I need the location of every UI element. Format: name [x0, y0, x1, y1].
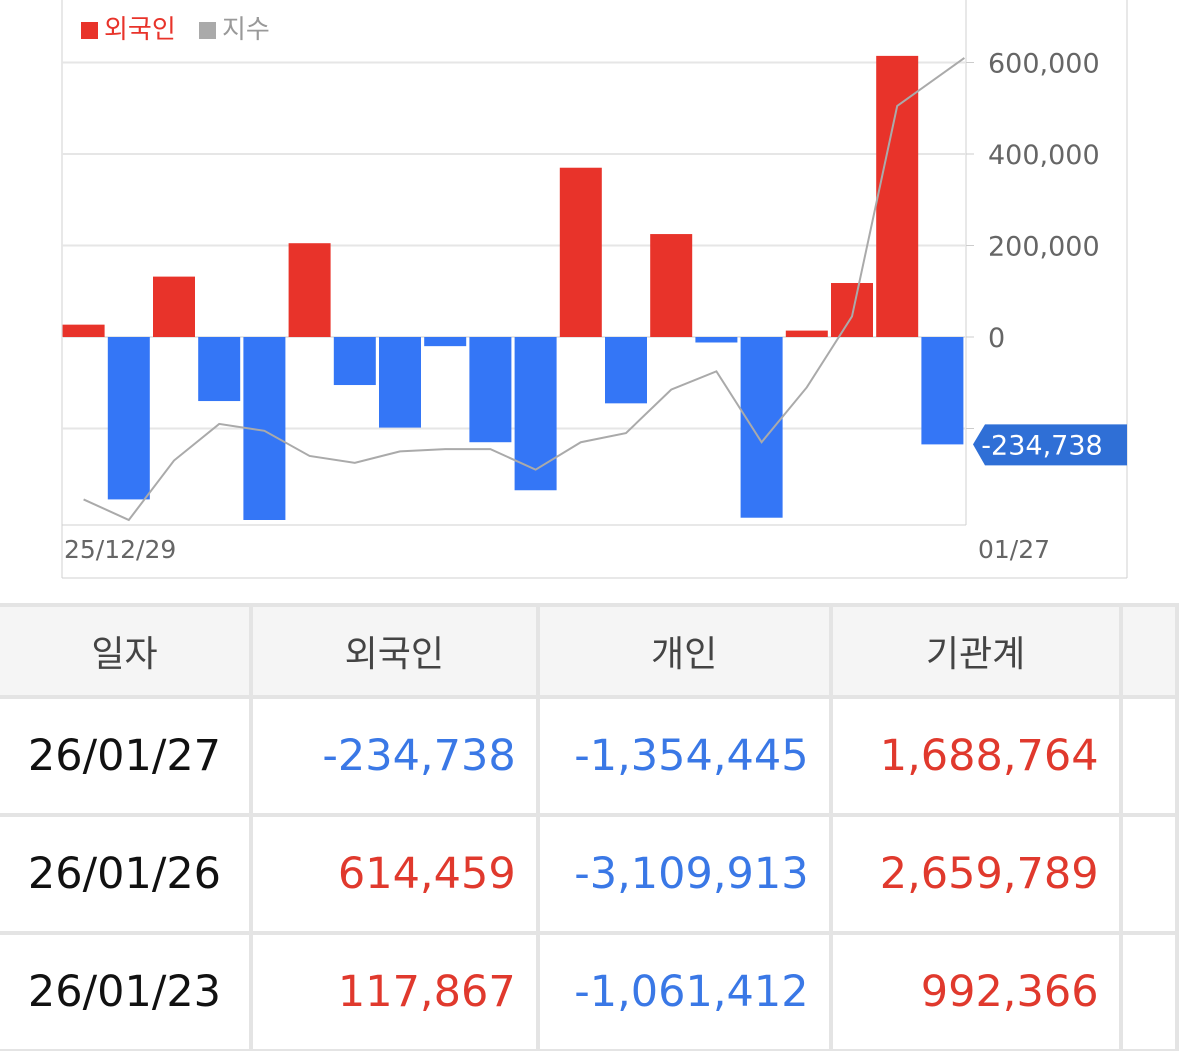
- y-tick-label: 200,000: [988, 232, 1100, 263]
- x-label-start: 25/12/29: [64, 535, 176, 564]
- cell-date: 26/01/27: [0, 699, 249, 813]
- cell-extra: [1122, 935, 1175, 1049]
- foreign-bar: [559, 167, 602, 337]
- foreign-bar: [740, 337, 783, 518]
- foreign-bar: [198, 337, 241, 402]
- current-value-label: -234,738: [981, 430, 1102, 461]
- y-tick-label: 0: [988, 323, 1005, 354]
- header-institution: 기관계: [832, 607, 1119, 695]
- table-row: 26/01/23 117,867 -1,061,412 992,366: [0, 935, 1175, 1049]
- cell-date: 26/01/23: [0, 935, 249, 1049]
- cell-extra: [1122, 699, 1175, 813]
- foreign-bar: [831, 283, 873, 337]
- foreign-bar: [333, 337, 376, 386]
- header-date: 일자: [0, 607, 249, 695]
- legend-label-foreign: 외국인: [104, 15, 176, 45]
- cell-date: 26/01/26: [0, 817, 249, 931]
- y-tick-label: 600,000: [988, 49, 1100, 80]
- legend-label-index: 지수: [222, 15, 270, 45]
- foreign-bar: [785, 330, 828, 337]
- current-value-badge: [973, 424, 1127, 466]
- table-row: 26/01/26 614,459 -3,109,913 2,659,789: [0, 817, 1175, 931]
- y-tick-label: 400,000: [988, 140, 1100, 171]
- foreign-bar: [469, 337, 512, 443]
- cell-individual: -1,354,445: [539, 699, 829, 813]
- legend-swatch-foreign: [81, 22, 98, 39]
- cell-individual: -1,061,412: [539, 935, 829, 1049]
- flow-table: 일자 외국인 개인 기관계 26/01/27 -234,738 -1,354,4…: [0, 603, 1179, 1051]
- table-header-row: 일자 외국인 개인 기관계: [0, 607, 1175, 695]
- index-line: [83, 57, 965, 522]
- foreign-bar: [379, 337, 421, 428]
- foreign-bar: [288, 243, 331, 337]
- header-extra: [1122, 607, 1175, 695]
- cell-foreign: 614,459: [252, 817, 536, 931]
- cell-extra: [1122, 817, 1175, 931]
- foreign-bar: [514, 337, 557, 491]
- cell-foreign: 117,867: [252, 935, 536, 1049]
- foreign-bar: [605, 337, 647, 404]
- foreign-bar: [876, 55, 919, 337]
- foreign-bar: [107, 337, 150, 500]
- foreign-bar: [424, 337, 467, 347]
- legend-swatch-index: [199, 22, 216, 39]
- header-individual: 개인: [539, 607, 829, 695]
- foreign-bar: [650, 234, 693, 337]
- cell-foreign: -234,738: [252, 699, 536, 813]
- table-row: 26/01/27 -234,738 -1,354,445 1,688,764: [0, 699, 1175, 813]
- cell-institution: 2,659,789: [832, 817, 1119, 931]
- header-foreign: 외국인: [252, 607, 536, 695]
- foreign-bar: [62, 324, 105, 337]
- investor-flow-chart: 600,000 400,000 200,000 0 외국인 지수 25/12/29 01/27…: [61, 0, 1128, 579]
- cell-institution: 992,366: [832, 935, 1119, 1049]
- chart-svg: 600,000 400,000 200,000 0 외국인 지수 25/12/29 01/27…: [61, 0, 1128, 579]
- cell-individual: -3,109,913: [539, 817, 829, 931]
- x-label-end: 01/27: [978, 535, 1050, 564]
- foreign-bar: [921, 337, 964, 445]
- investor-flow-table: 일자 외국인 개인 기관계 26/01/27 -234,738 -1,354,4…: [0, 603, 1179, 1051]
- foreign-bar: [695, 337, 738, 343]
- foreign-bar: [153, 276, 195, 337]
- cell-institution: 1,688,764: [832, 699, 1119, 813]
